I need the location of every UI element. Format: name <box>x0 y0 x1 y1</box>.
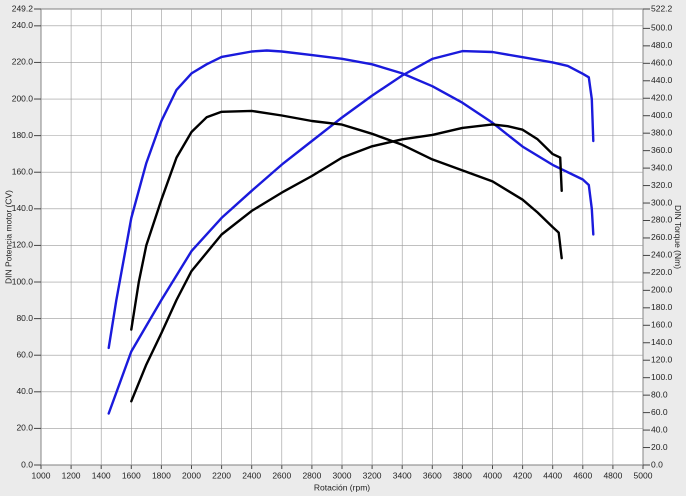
y2-tick-label: 140.0 <box>651 337 673 347</box>
x-tick-label: 1800 <box>152 470 171 480</box>
y2-tick-label: 100.0 <box>651 372 673 382</box>
y-axis-label: DIN Potencia motor (CV) <box>3 190 13 284</box>
y2-axis-label: DIN Torque (Nm) <box>673 205 683 269</box>
y-tick-label: 60.0 <box>16 349 33 359</box>
y2-tick-label: 300.0 <box>651 197 673 207</box>
y-tick-label: 200.0 <box>12 93 34 103</box>
y2-tick-label: 80.0 <box>651 389 668 399</box>
x-tick-label: 3000 <box>333 470 352 480</box>
y2-tick-label: 60.0 <box>651 407 668 417</box>
x-tick-label: 1000 <box>32 470 51 480</box>
x-tick-label: 2400 <box>242 470 261 480</box>
y2-tick-label: 522.2 <box>651 3 673 13</box>
x-tick-label: 3400 <box>393 470 412 480</box>
x-tick-label: 1400 <box>92 470 111 480</box>
x-tick-label: 3800 <box>453 470 472 480</box>
y2-tick-label: 500.0 <box>651 23 673 33</box>
y2-tick-label: 260.0 <box>651 232 673 242</box>
x-tick-label: 2600 <box>272 470 291 480</box>
y2-tick-label: 460.0 <box>651 58 673 68</box>
y2-tick-label: 0.0 <box>651 459 663 469</box>
y2-tick-label: 400.0 <box>651 110 673 120</box>
y-tick-label: 220.0 <box>12 57 34 67</box>
series-line <box>130 109 563 331</box>
y2-tick-label: 180.0 <box>651 302 673 312</box>
x-tick-label: 4200 <box>513 470 532 480</box>
x-axis-label: Rotación (rpm) <box>314 482 370 492</box>
x-tick-label: 3600 <box>423 470 442 480</box>
x-tick-label: 3200 <box>363 470 382 480</box>
y2-tick-label: 200.0 <box>651 285 673 295</box>
y-tick-label: 120.0 <box>12 240 34 250</box>
y2-tick-label: 360.0 <box>651 145 673 155</box>
series-line <box>130 123 563 403</box>
series-line <box>107 49 595 415</box>
y2-tick-label: 20.0 <box>651 442 668 452</box>
y2-tick-label: 120.0 <box>651 354 673 364</box>
x-tick-label: 4600 <box>573 470 592 480</box>
y2-tick-label: 480.0 <box>651 40 673 50</box>
x-tick-label: 2200 <box>212 470 231 480</box>
y-tick-label: 160.0 <box>12 166 34 176</box>
x-tick-label: 1600 <box>122 470 141 480</box>
y2-tick-label: 220.0 <box>651 267 673 277</box>
y-tick-label: 100.0 <box>12 276 34 286</box>
y-tick-label: 140.0 <box>12 203 34 213</box>
y-tick-label: 80.0 <box>16 313 33 323</box>
y2-tick-label: 440.0 <box>651 75 673 85</box>
x-tick-label: 5000 <box>634 470 653 480</box>
series-line <box>107 49 595 350</box>
y2-tick-label: 320.0 <box>651 180 673 190</box>
y-tick-label: 240.0 <box>12 20 34 30</box>
x-tick-label: 2800 <box>302 470 321 480</box>
y-tick-label: 0.0 <box>21 459 33 469</box>
x-tick-label: 2000 <box>182 470 201 480</box>
x-tick-label: 1200 <box>62 470 81 480</box>
y2-tick-label: 240.0 <box>651 250 673 260</box>
y-tick-label: 40.0 <box>16 386 33 396</box>
y2-tick-label: 340.0 <box>651 162 673 172</box>
y2-tick-label: 420.0 <box>651 92 673 102</box>
y-tick-label: 180.0 <box>12 130 34 140</box>
x-tick-label: 4400 <box>543 470 562 480</box>
x-tick-label: 4000 <box>483 470 502 480</box>
y-tick-label: 20.0 <box>16 423 33 433</box>
y2-tick-label: 380.0 <box>651 127 673 137</box>
y2-tick-label: 160.0 <box>651 320 673 330</box>
y-tick-label: 249.2 <box>12 3 34 13</box>
y2-tick-label: 40.0 <box>651 424 668 434</box>
y2-tick-label: 280.0 <box>651 215 673 225</box>
x-tick-label: 4800 <box>603 470 622 480</box>
